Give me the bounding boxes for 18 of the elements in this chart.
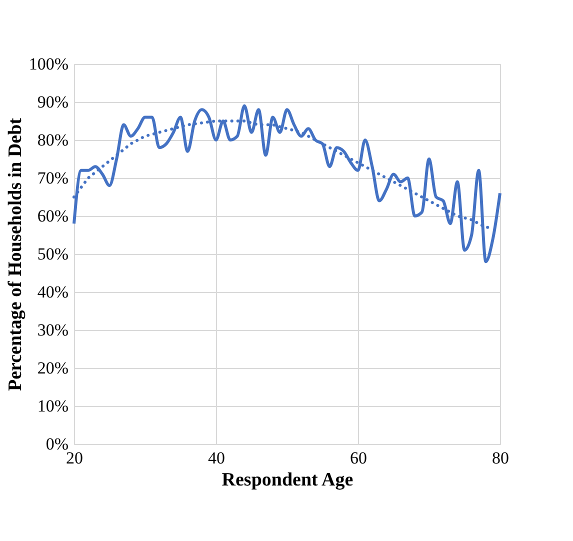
x-tick-label: 40: [208, 448, 225, 468]
y-tick-label: 0%: [46, 434, 68, 454]
y-tick-label: 30%: [37, 320, 68, 340]
y-tick-label: 60%: [37, 206, 68, 226]
y-tick-label: 50%: [37, 244, 68, 264]
line-series: [72, 104, 502, 264]
y-tick-label: 70%: [37, 168, 68, 188]
x-tick-label: 60: [350, 448, 367, 468]
x-tick-label: 80: [492, 448, 509, 468]
y-tick-label: 80%: [37, 130, 68, 150]
y-tick-label: 20%: [37, 358, 68, 378]
y-tick-label: 90%: [37, 92, 68, 112]
x-axis-title: Respondent Age: [222, 470, 354, 490]
y-tick-label: 10%: [37, 396, 68, 416]
y-tick-label: 100%: [28, 54, 68, 74]
y-tick-label: 40%: [37, 282, 68, 302]
x-tick-label: 20: [66, 448, 83, 468]
y-axis-title: Percentage of Households in Debt: [4, 117, 26, 392]
